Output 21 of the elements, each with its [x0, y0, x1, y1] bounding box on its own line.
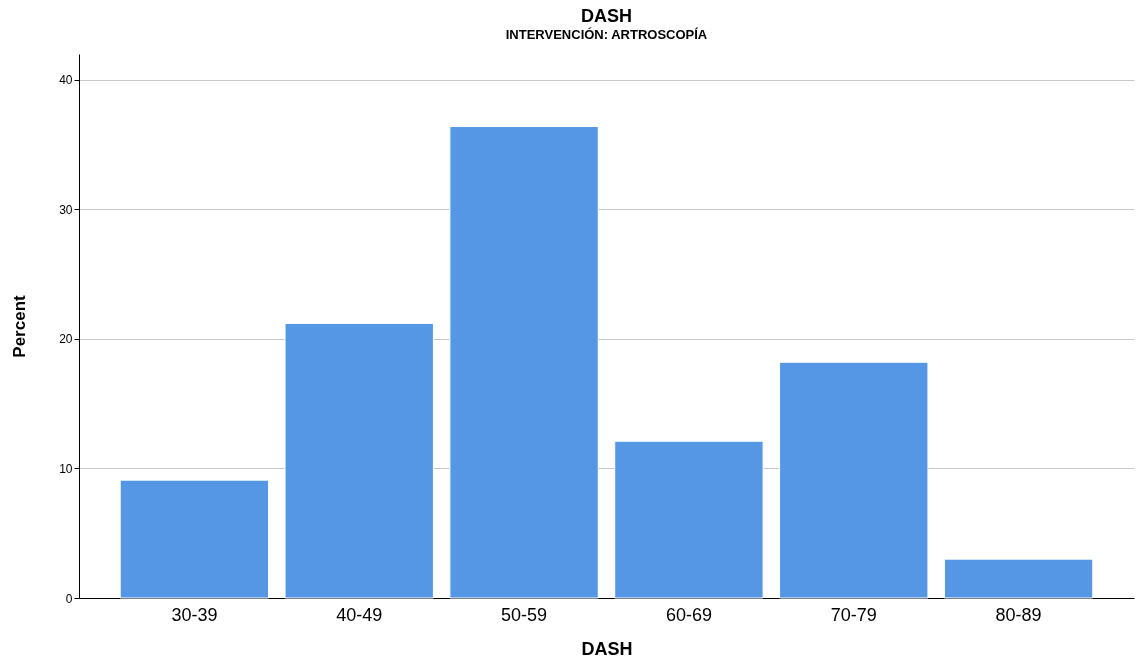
- y-tick-label: 40: [59, 73, 73, 88]
- bar: [614, 440, 764, 599]
- bar: [779, 361, 929, 599]
- y-axis-title: Percent: [10, 294, 30, 358]
- x-tick-label: 70-79: [830, 604, 877, 625]
- x-axis-title: DASH: [581, 638, 633, 659]
- x-tick-label: 30-39: [171, 604, 218, 625]
- bar: [119, 479, 270, 599]
- bar: [284, 322, 434, 599]
- y-tick-label: 10: [59, 461, 73, 476]
- y-tick-label: 30: [59, 202, 73, 217]
- x-tick-label: 60-69: [665, 604, 712, 625]
- y-tick-label: 20: [59, 332, 73, 347]
- bar: [943, 558, 1094, 599]
- chart-subtitle: INTERVENCIÓN: ARTROSCOPÍA: [505, 27, 708, 42]
- x-tick-label: 40-49: [336, 604, 383, 625]
- y-tick-label: 0: [65, 591, 73, 606]
- chart-title: DASH: [580, 6, 633, 26]
- bar: [449, 126, 599, 599]
- x-tick-label: 80-89: [995, 604, 1042, 625]
- x-tick-label: 50-59: [501, 604, 548, 625]
